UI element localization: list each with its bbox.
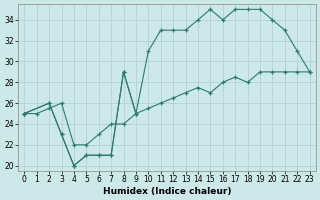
X-axis label: Humidex (Indice chaleur): Humidex (Indice chaleur)	[103, 187, 231, 196]
